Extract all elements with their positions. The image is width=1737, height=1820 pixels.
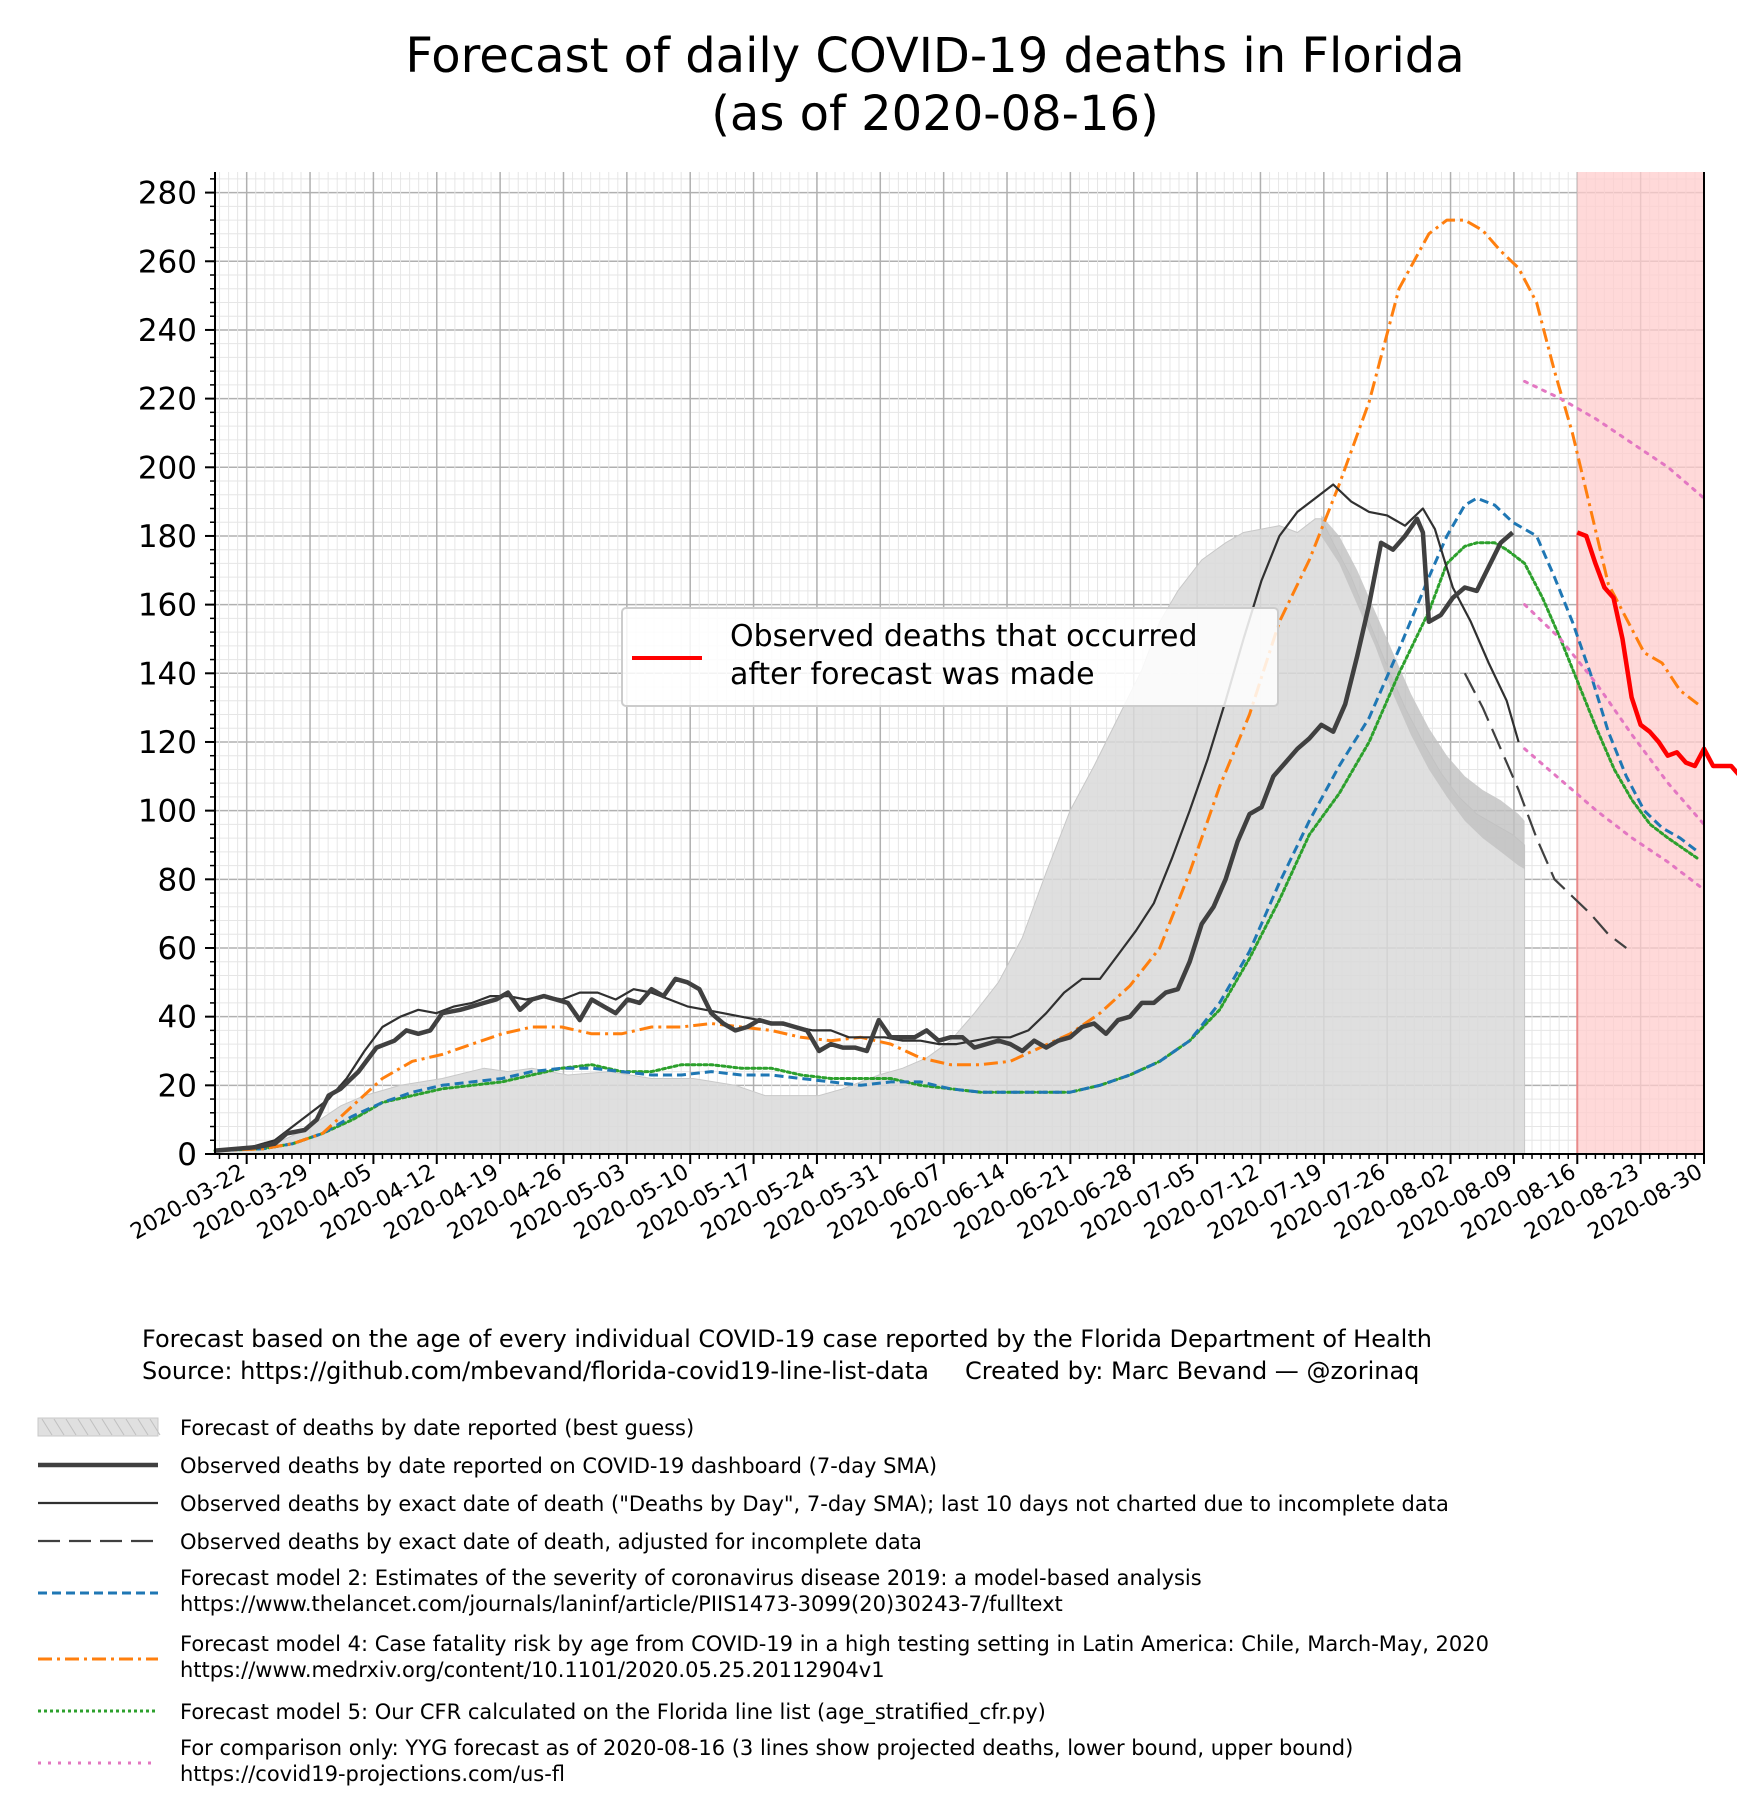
chart-subtitle: (as of 2020-08-16): [711, 86, 1159, 142]
series-line-thick: [214, 516, 1515, 1153]
y-tick-label: 60: [158, 931, 197, 967]
legend-swatch-hatch: [65, 1418, 77, 1436]
legend-label-url: https://www.thelancet.com/journals/lanin…: [180, 1592, 1063, 1616]
caption-line1: Forecast based on the age of every indiv…: [142, 1325, 1432, 1353]
inset-legend-text-line2: after forecast was made: [730, 657, 1095, 692]
legend-label: For comparison only: YYG forecast as of …: [180, 1736, 1353, 1760]
legend-label-url: https://covid19-projections.com/us-fl: [180, 1762, 565, 1786]
y-tick-label: 200: [138, 450, 197, 486]
legend-swatch-hatch: [89, 1418, 101, 1436]
bottom-legend: Forecast of deaths by date reported (bes…: [37, 1416, 1489, 1786]
y-tick-label: 220: [138, 382, 197, 418]
y-tick-label: 140: [138, 656, 197, 692]
forecast-uncertainty-band: [1321, 515, 1525, 869]
legend-swatch-hatch: [53, 1418, 65, 1436]
y-tick-label: 160: [138, 588, 197, 624]
legend-swatch-hatch: [77, 1418, 89, 1436]
series-line-pinkdots-2: [1523, 747, 1706, 892]
chart-title: Forecast of daily COVID-19 deaths in Flo…: [405, 28, 1464, 84]
legend-swatch-hatch: [137, 1418, 149, 1436]
legend-label: Observed deaths by exact date of death (…: [180, 1492, 1449, 1516]
legend-label: Forecast model 5: Our CFR calculated on …: [180, 1700, 1046, 1725]
legend-label: Forecast model 4: Case fatality risk by …: [180, 1632, 1489, 1656]
legend-label: Observed deaths by date reported on COVI…: [180, 1454, 937, 1478]
y-tick-label: 260: [138, 244, 197, 280]
series-line-thin: [214, 483, 1520, 1152]
caption-credit: Created by: Marc Bevand — @zorinaq: [965, 1357, 1420, 1385]
inset-legend: Observed deaths that occurred after fore…: [621, 607, 1279, 707]
legend-label: Forecast of deaths by date reported (bes…: [180, 1416, 694, 1440]
legend-swatch-band: [37, 1417, 159, 1437]
series-line-dashed: [214, 496, 1699, 1153]
legend-label: Forecast model 2: Estimates of the sever…: [180, 1566, 1202, 1590]
legend-swatch-hatch: [149, 1418, 161, 1436]
series-line-pinkdots-1: [1523, 603, 1706, 826]
inset-legend-box: [621, 607, 1279, 707]
y-tick-label: 0: [177, 1137, 197, 1173]
y-tick-label: 120: [138, 725, 197, 761]
series-line-pinkdots-0: [1523, 379, 1706, 500]
legend-swatch-hatch: [125, 1418, 137, 1436]
post-forecast-region: [1577, 172, 1704, 1154]
legend-swatch-hatch: [113, 1418, 125, 1436]
legend-swatch-hatch: [101, 1418, 113, 1436]
series-line-red: [1576, 530, 1737, 777]
y-tick-label: 280: [138, 176, 197, 212]
series-line-longdash: [1463, 672, 1627, 949]
y-tick-label: 180: [138, 519, 197, 555]
y-tick-label: 100: [138, 794, 197, 830]
y-tick-label: 20: [158, 1068, 197, 1104]
legend-label: Observed deaths by exact date of death, …: [180, 1530, 922, 1554]
y-tick-label: 240: [138, 313, 197, 349]
y-tick-label: 80: [158, 862, 197, 898]
series-lines: [213, 218, 1737, 1153]
y-tick-label: 40: [158, 1000, 197, 1036]
legend-label-url: https://www.medrxiv.org/content/10.1101/…: [180, 1658, 885, 1682]
caption-line2: Source: https://github.com/mbevand/flori…: [142, 1357, 1419, 1385]
inset-legend-text-line1: Observed deaths that occurred: [730, 619, 1198, 654]
caption-source: Source: https://github.com/mbevand/flori…: [142, 1357, 929, 1385]
legend-swatch-hatch: [41, 1418, 53, 1436]
